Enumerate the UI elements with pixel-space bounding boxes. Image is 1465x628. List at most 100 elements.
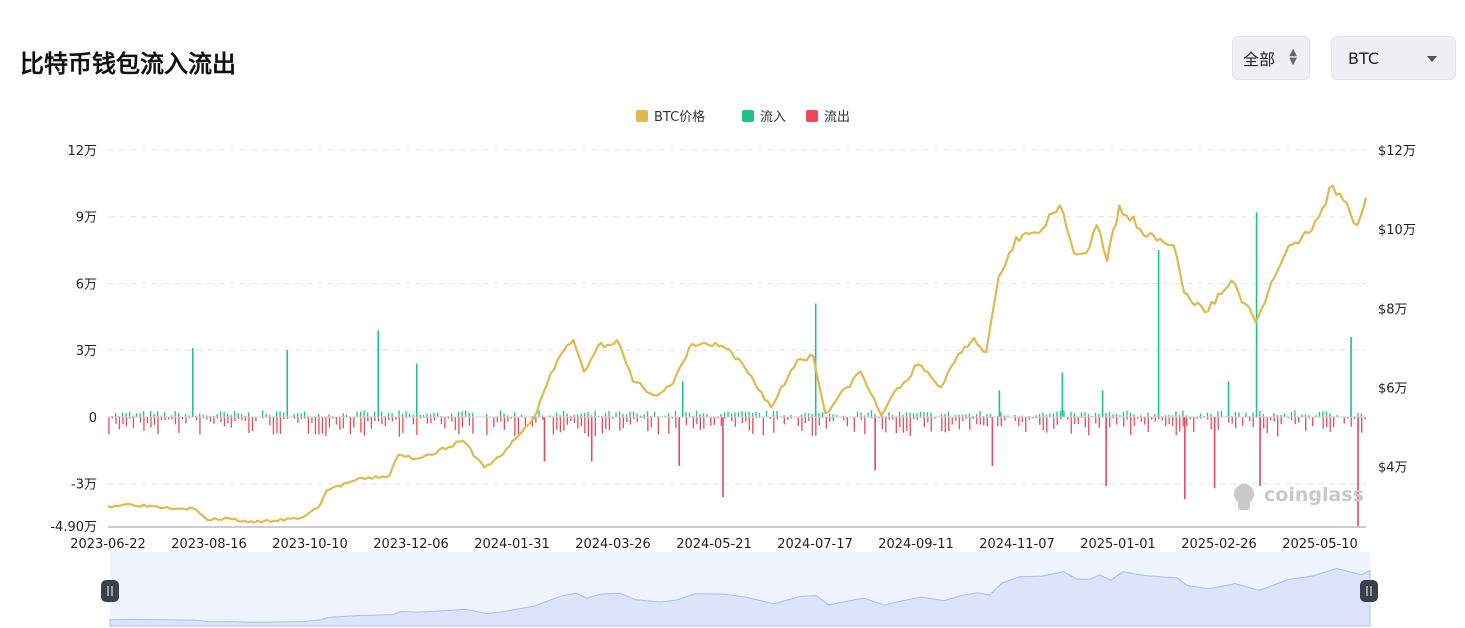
outflow-bar[interactable] bbox=[125, 416, 128, 427]
outflow-bar[interactable] bbox=[395, 416, 397, 420]
outflow-bar[interactable] bbox=[722, 416, 724, 498]
outflow-bar[interactable] bbox=[269, 416, 271, 426]
inflow-bar[interactable] bbox=[807, 413, 810, 417]
inflow-bar[interactable] bbox=[814, 303, 817, 417]
inflow-bar[interactable] bbox=[1080, 412, 1083, 417]
inflow-bar[interactable] bbox=[835, 414, 838, 417]
inflow-bar[interactable] bbox=[898, 411, 901, 417]
outflow-bar[interactable] bbox=[969, 416, 971, 430]
outflow-bar[interactable] bbox=[335, 416, 338, 425]
outflow-bar[interactable] bbox=[647, 416, 649, 432]
outflow-bar[interactable] bbox=[412, 416, 415, 425]
outflow-bar[interactable] bbox=[370, 416, 373, 429]
inflow-bar[interactable] bbox=[156, 411, 159, 417]
outflow-bar[interactable] bbox=[543, 416, 546, 462]
inflow-bar[interactable] bbox=[919, 411, 922, 417]
inflow-bar[interactable] bbox=[1210, 413, 1212, 417]
inflow-bar[interactable] bbox=[1276, 415, 1279, 417]
inflow-bar[interactable] bbox=[681, 381, 684, 417]
outflow-bar[interactable] bbox=[769, 416, 771, 420]
inflow-bar[interactable] bbox=[888, 412, 890, 417]
outflow-bar[interactable] bbox=[566, 416, 569, 425]
outflow-bar[interactable] bbox=[1175, 416, 1177, 436]
inflow-bar[interactable] bbox=[979, 410, 981, 417]
outflow-bar[interactable] bbox=[801, 416, 803, 431]
outflow-bar[interactable] bbox=[934, 416, 936, 419]
inflow-bar[interactable] bbox=[909, 412, 911, 417]
inflow-bar[interactable] bbox=[1061, 372, 1064, 417]
inflow-bar[interactable] bbox=[811, 413, 813, 417]
inflow-bar[interactable] bbox=[356, 411, 358, 417]
inflow-bar[interactable] bbox=[114, 412, 117, 417]
outflow-bar[interactable] bbox=[808, 416, 810, 421]
outflow-bar[interactable] bbox=[1116, 416, 1118, 425]
outflow-bar[interactable] bbox=[556, 416, 558, 430]
outflow-bar[interactable] bbox=[139, 416, 142, 423]
outflow-bar[interactable] bbox=[241, 416, 243, 421]
outflow-bar[interactable] bbox=[251, 416, 254, 432]
outflow-bar[interactable] bbox=[1140, 416, 1142, 422]
inflow-bar[interactable] bbox=[1101, 390, 1104, 417]
outflow-bar[interactable] bbox=[167, 416, 170, 420]
outflow-bar[interactable] bbox=[398, 416, 401, 437]
inflow-bar[interactable] bbox=[373, 411, 376, 417]
outflow-bar[interactable] bbox=[1333, 416, 1335, 428]
inflow-bar[interactable] bbox=[244, 415, 246, 417]
outflow-bar[interactable] bbox=[703, 416, 705, 429]
inflow-bar[interactable] bbox=[398, 410, 400, 417]
inflow-bar[interactable] bbox=[282, 412, 285, 417]
inflow-bar[interactable] bbox=[706, 414, 708, 417]
inflow-bar[interactable] bbox=[741, 411, 743, 417]
inflow-bar[interactable] bbox=[177, 412, 180, 417]
outflow-bar[interactable] bbox=[181, 416, 184, 420]
inflow-bar[interactable] bbox=[391, 412, 393, 417]
inflow-bar[interactable] bbox=[860, 412, 862, 417]
inflow-bar[interactable] bbox=[688, 412, 691, 417]
inflow-bar[interactable] bbox=[727, 411, 729, 417]
outflow-bar[interactable] bbox=[188, 416, 191, 419]
inflow-bar[interactable] bbox=[450, 413, 453, 417]
inflow-bar[interactable] bbox=[989, 414, 992, 417]
outflow-bar[interactable] bbox=[230, 416, 233, 428]
inflow-bar[interactable] bbox=[765, 410, 768, 417]
outflow-bar[interactable] bbox=[573, 416, 576, 424]
outflow-bar[interactable] bbox=[979, 416, 981, 425]
outflow-bar[interactable] bbox=[941, 416, 943, 432]
inflow-bar[interactable] bbox=[1255, 212, 1258, 417]
inflow-bar[interactable] bbox=[1119, 415, 1121, 417]
inflow-bar[interactable] bbox=[1157, 250, 1160, 417]
inflow-bar[interactable] bbox=[569, 415, 572, 417]
outflow-bar[interactable] bbox=[1133, 416, 1135, 426]
outflow-bar[interactable] bbox=[1151, 416, 1153, 420]
inflow-bar[interactable] bbox=[650, 415, 652, 417]
inflow-bar[interactable] bbox=[328, 414, 330, 417]
inflow-bar[interactable] bbox=[121, 412, 124, 417]
outflow-bar[interactable] bbox=[1259, 416, 1261, 486]
inflow-bar[interactable] bbox=[940, 414, 943, 417]
outflow-bar[interactable] bbox=[1354, 416, 1356, 419]
inflow-bar[interactable] bbox=[863, 415, 866, 417]
outflow-bar[interactable] bbox=[1088, 416, 1090, 436]
inflow-bar[interactable] bbox=[632, 411, 635, 417]
outflow-bar[interactable] bbox=[608, 416, 611, 431]
outflow-bar[interactable] bbox=[1305, 416, 1307, 432]
inflow-bar[interactable] bbox=[818, 413, 820, 417]
outflow-bar[interactable] bbox=[752, 416, 754, 434]
inflow-bar[interactable] bbox=[1290, 411, 1293, 417]
outflow-bar[interactable] bbox=[587, 416, 590, 437]
range-select[interactable]: 全部 ▲ ▼ bbox=[1232, 36, 1310, 80]
outflow-bar[interactable] bbox=[216, 416, 219, 419]
outflow-bar[interactable] bbox=[195, 416, 198, 421]
inflow-bar[interactable] bbox=[195, 415, 197, 417]
inflow-bar[interactable] bbox=[776, 410, 778, 417]
outflow-bar[interactable] bbox=[360, 416, 362, 433]
inflow-bar[interactable] bbox=[730, 413, 733, 417]
inflow-bar[interactable] bbox=[384, 415, 386, 417]
inflow-bar[interactable] bbox=[744, 412, 747, 417]
outflow-bar[interactable] bbox=[1000, 416, 1002, 427]
inflow-bar[interactable] bbox=[468, 412, 470, 417]
inflow-bar[interactable] bbox=[216, 413, 218, 417]
outflow-bar[interactable] bbox=[1277, 416, 1279, 437]
outflow-bar[interactable] bbox=[773, 416, 775, 433]
outflow-bar[interactable] bbox=[276, 416, 278, 434]
